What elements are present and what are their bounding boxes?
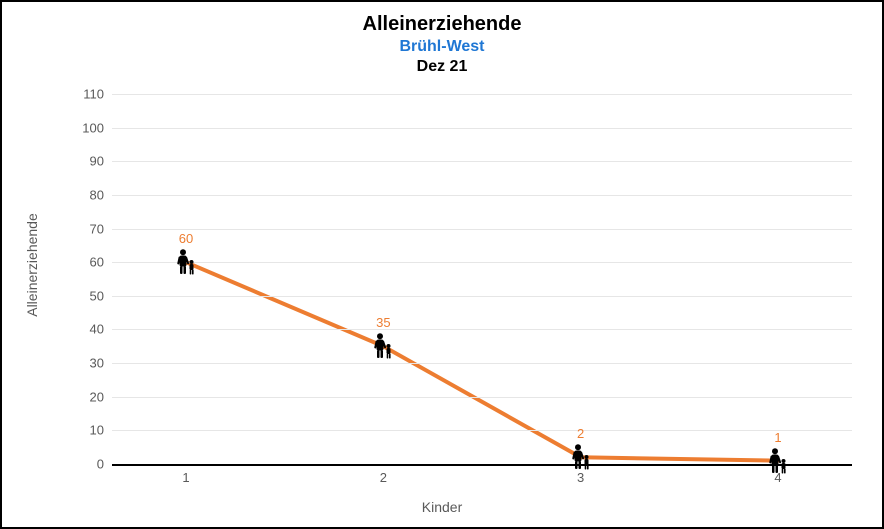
- grid-line: [112, 195, 852, 196]
- chart-plot-area: 01020304050607080901001101234 60 35: [112, 94, 852, 464]
- y-tick-label: 80: [90, 187, 104, 202]
- grid-line: [112, 329, 852, 330]
- grid-line: [112, 363, 852, 364]
- data-label: 2: [577, 426, 584, 441]
- y-tick-label: 110: [83, 87, 104, 102]
- data-label: 60: [179, 231, 193, 246]
- grid-line: [112, 397, 852, 398]
- data-marker: [570, 444, 592, 470]
- parent-child-icon: [767, 448, 789, 474]
- y-tick-label: 20: [90, 389, 104, 404]
- data-marker: [175, 249, 197, 275]
- x-tick-label: 1: [182, 470, 189, 485]
- y-tick-label: 90: [90, 154, 104, 169]
- grid-line: [112, 262, 852, 263]
- grid-line: [112, 296, 852, 297]
- chart-title: Alleinerziehende: [2, 12, 882, 37]
- data-marker: [767, 448, 789, 474]
- chart-line-layer: [112, 94, 852, 464]
- chart-date: Dez 21: [2, 57, 882, 77]
- parent-child-icon: [570, 444, 592, 470]
- y-tick-label: 10: [90, 423, 104, 438]
- grid-line: [112, 430, 852, 431]
- data-label: 35: [376, 315, 390, 330]
- y-tick-label: 50: [90, 288, 104, 303]
- y-tick-label: 0: [97, 457, 104, 472]
- chart-titles: Alleinerziehende Brühl-West Dez 21: [2, 2, 882, 77]
- x-axis-label: Kinder: [422, 499, 462, 515]
- parent-child-icon: [372, 333, 394, 359]
- chart-subtitle: Brühl-West: [2, 37, 882, 57]
- data-marker: [372, 333, 394, 359]
- parent-child-icon: [175, 249, 197, 275]
- grid-line: [112, 229, 852, 230]
- y-tick-label: 70: [90, 221, 104, 236]
- data-label: 1: [774, 430, 781, 445]
- y-tick-label: 30: [90, 356, 104, 371]
- y-tick-label: 40: [90, 322, 104, 337]
- grid-line: [112, 128, 852, 129]
- x-axis-line: [112, 464, 852, 466]
- x-tick-label: 2: [380, 470, 387, 485]
- x-tick-label: 3: [577, 470, 584, 485]
- chart-frame: Alleinerziehende Brühl-West Dez 21 Allei…: [0, 0, 884, 529]
- y-tick-label: 100: [82, 120, 104, 135]
- grid-line: [112, 94, 852, 95]
- y-axis-label: Alleinerziehende: [24, 213, 40, 317]
- grid-line: [112, 161, 852, 162]
- y-tick-label: 60: [90, 255, 104, 270]
